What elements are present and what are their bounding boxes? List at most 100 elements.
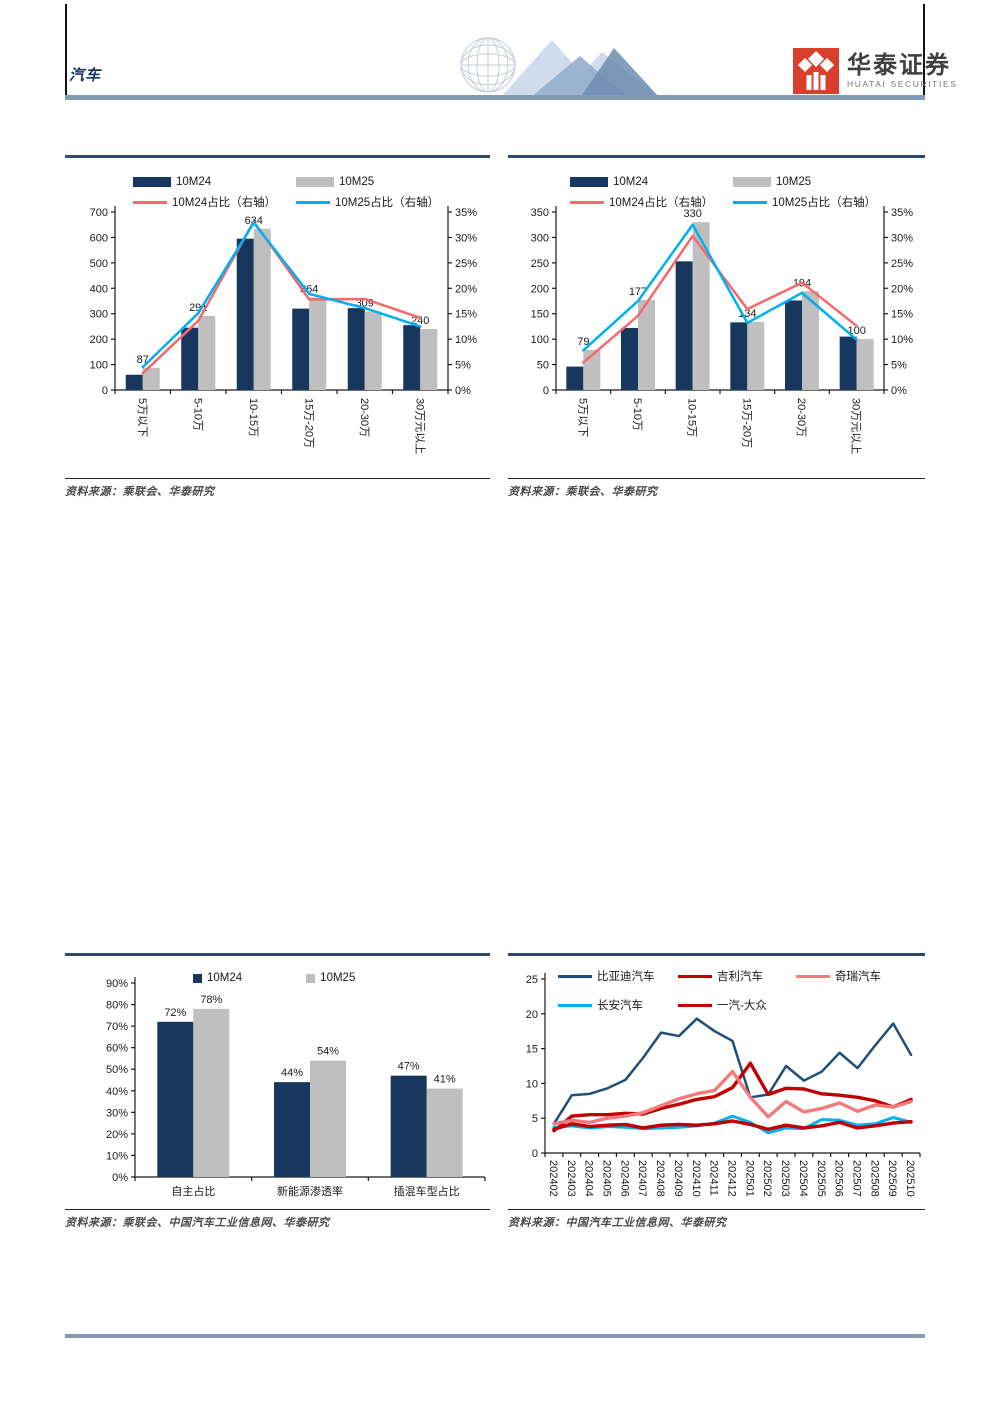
legend-item: 10M25 <box>306 972 355 984</box>
svg-text:202502: 202502 <box>761 1160 773 1197</box>
svg-text:5%: 5% <box>891 360 907 372</box>
svg-text:202406: 202406 <box>618 1160 630 1197</box>
svg-text:202408: 202408 <box>654 1160 666 1197</box>
svg-text:5-10万: 5-10万 <box>631 398 643 431</box>
svg-text:30万元以上: 30万元以上 <box>850 398 863 454</box>
chart-legend: 比亚迪汽车 吉利汽车 奇瑞汽车长安汽车 一汽-大众 <box>558 968 881 1013</box>
svg-text:20%: 20% <box>891 283 913 295</box>
svg-text:330: 330 <box>683 208 701 220</box>
svg-text:202504: 202504 <box>797 1160 809 1197</box>
svg-text:20%: 20% <box>106 1129 128 1141</box>
legend-swatch <box>733 200 767 204</box>
legend-item: 10M24占比（右轴） <box>570 194 733 210</box>
svg-text:0%: 0% <box>455 385 471 397</box>
svg-text:80%: 80% <box>106 1000 128 1012</box>
svg-text:插混车型占比: 插混车型占比 <box>394 1184 460 1198</box>
brand-name-en: HUATAI SECURITIES <box>847 79 958 89</box>
legend-item: 比亚迪汽车 <box>558 968 678 984</box>
svg-text:自主占比: 自主占比 <box>171 1184 215 1198</box>
svg-text:30%: 30% <box>455 232 477 244</box>
legend-item: 10M25 <box>733 176 876 188</box>
svg-text:20-30万: 20-30万 <box>358 398 370 437</box>
svg-text:10-15万: 10-15万 <box>247 398 259 437</box>
legend-label: 长安汽车 <box>597 1000 643 1012</box>
svg-text:25%: 25% <box>455 258 477 270</box>
globe-mountains-graphic <box>460 37 660 98</box>
legend-label: 一汽-大众 <box>717 1000 767 1012</box>
svg-text:60%: 60% <box>106 1043 128 1055</box>
legend-item: 10M24 <box>193 972 242 984</box>
svg-text:72%: 72% <box>164 1007 186 1019</box>
svg-text:200: 200 <box>90 334 108 346</box>
svg-text:20-30万: 20-30万 <box>795 398 807 437</box>
legend-swatch <box>306 973 316 983</box>
legend-item: 10M24 <box>133 176 296 188</box>
legend-swatch <box>558 1003 592 1007</box>
svg-text:0: 0 <box>102 385 108 397</box>
combo-chart-svg: 0 50 100 150 200 250 300 350 0% 5% 10% 15% 20% 25% 30%… <box>531 206 913 454</box>
figure-source: 资料来源：乘联会、华泰研究 <box>65 478 490 499</box>
legend-swatch <box>133 200 167 204</box>
legend-item: 10M25占比（右轴） <box>296 194 439 210</box>
figure-source: 资料来源：乘联会、中国汽车工业信息网、华泰研究 <box>65 1209 490 1230</box>
svg-text:50: 50 <box>537 360 549 372</box>
legend-swatch <box>558 974 592 978</box>
svg-text:202505: 202505 <box>815 1160 827 1197</box>
svg-text:90%: 90% <box>106 978 128 990</box>
svg-text:78%: 78% <box>200 994 222 1006</box>
svg-text:10%: 10% <box>891 334 913 346</box>
svg-text:79: 79 <box>577 336 589 348</box>
brand-text: 华泰证券 HUATAI SECURITIES <box>847 53 958 90</box>
legend-item: 吉利汽车 <box>678 968 796 984</box>
svg-text:5-10万: 5-10万 <box>191 398 203 431</box>
svg-text:25: 25 <box>526 974 538 986</box>
bar-chart-svg: 0% 10% 20% 30% 40% 50% 60% 70% 80% 90% 72% 44% 47% 78… <box>106 977 486 1198</box>
svg-text:40%: 40% <box>106 1086 128 1098</box>
legend-item: 10M24 <box>570 176 733 188</box>
svg-text:0%: 0% <box>112 1172 128 1184</box>
legend-label: 10M24 <box>176 176 212 188</box>
svg-text:500: 500 <box>90 258 108 270</box>
svg-text:20%: 20% <box>455 283 477 295</box>
svg-text:30%: 30% <box>106 1107 128 1119</box>
legend-label: 10M25 <box>776 176 812 188</box>
svg-text:5万以下: 5万以下 <box>576 398 588 437</box>
svg-text:30%: 30% <box>891 232 913 244</box>
legend-label: 吉利汽车 <box>717 971 763 983</box>
legend-item: 10M25占比（右轴） <box>733 194 876 210</box>
price-band-combo-chart-left: 10M24 10M25 10M24占比（右轴） 10M25占比（右轴） 0 100 200… <box>65 155 490 480</box>
svg-text:202507: 202507 <box>851 1160 863 1197</box>
svg-text:150: 150 <box>531 309 549 321</box>
svg-text:15万-20万: 15万-20万 <box>740 398 752 448</box>
legend-swatch <box>796 974 830 978</box>
svg-text:350: 350 <box>531 207 549 219</box>
svg-text:202409: 202409 <box>672 1160 684 1197</box>
svg-text:202509: 202509 <box>886 1160 898 1197</box>
legend-label: 10M25占比（右轴） <box>772 197 877 209</box>
svg-text:202402: 202402 <box>547 1160 559 1197</box>
legend-swatch <box>133 177 171 187</box>
svg-text:20: 20 <box>526 1009 538 1021</box>
svg-text:202501: 202501 <box>743 1160 755 1197</box>
svg-text:202508: 202508 <box>868 1160 880 1197</box>
figure-source: 资料来源：中国汽车工业信息网、华泰研究 <box>508 1209 925 1230</box>
svg-text:15万-20万: 15万-20万 <box>302 398 314 448</box>
svg-text:30万元以上: 30万元以上 <box>413 398 426 454</box>
legend-swatch <box>733 177 771 187</box>
svg-text:700: 700 <box>90 207 108 219</box>
legend-label: 10M24占比（右轴） <box>609 197 714 209</box>
svg-text:0: 0 <box>543 385 549 397</box>
svg-text:15%: 15% <box>891 309 913 321</box>
svg-text:202411: 202411 <box>708 1160 720 1196</box>
svg-text:202403: 202403 <box>565 1160 577 1197</box>
svg-text:10-15万: 10-15万 <box>686 398 698 437</box>
svg-text:50%: 50% <box>106 1064 128 1076</box>
svg-text:202407: 202407 <box>636 1160 648 1197</box>
brand-share-line-chart: 比亚迪汽车 吉利汽车 奇瑞汽车 长安汽车 一汽-大众 0 5 10 15 20 25 202402 2… <box>508 953 925 1210</box>
legend-swatch <box>678 1003 712 1007</box>
svg-text:100: 100 <box>531 334 549 346</box>
svg-text:600: 600 <box>90 232 108 244</box>
svg-text:新能源渗透率: 新能源渗透率 <box>277 1184 343 1198</box>
svg-text:5: 5 <box>532 1113 538 1125</box>
legend-item: 奇瑞汽车 <box>796 968 881 984</box>
